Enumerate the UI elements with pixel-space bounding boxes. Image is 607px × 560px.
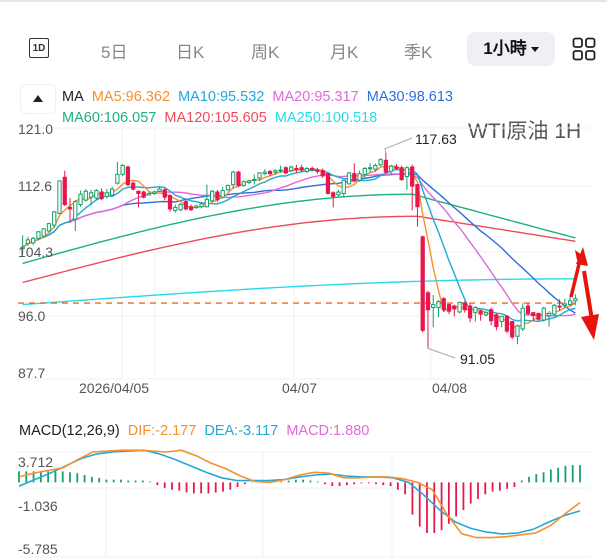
- price-tick: 112.6: [18, 178, 52, 194]
- grid-icon[interactable]: [572, 37, 596, 61]
- price-tick: 87.7: [18, 365, 46, 381]
- ma250-value: MA250:100.518: [274, 110, 378, 126]
- date-tick: 2026/04/05: [79, 380, 150, 396]
- ma120-value: MA120:105.605: [164, 110, 267, 126]
- tab-monthly[interactable]: 月K: [330, 43, 359, 62]
- ma20-value: MA20:95.317: [272, 89, 359, 105]
- macd-legend: MACD(12,26,9) DIF:-2.177 DEA:-3.117 MACD…: [19, 423, 369, 439]
- ma-label: MA: [62, 89, 84, 105]
- tab-1hour-dropdown[interactable]: 1小時: [467, 32, 555, 66]
- ma60-value: MA60:106.057: [62, 110, 157, 126]
- high-price-label: 117.63: [415, 131, 457, 147]
- triangle-up-icon: [33, 95, 43, 102]
- timeframe-tabs: 1D 5日 日K 周K 月K 季K 1小時: [0, 32, 607, 68]
- ma-legend-row2: MA60:106.057 MA120:105.605 MA250:100.518: [62, 110, 377, 126]
- date-tick: 04/07: [282, 380, 318, 396]
- status-divider: [0, 0, 607, 2]
- caret-down-icon: [530, 47, 539, 53]
- price-tick: 121.0: [18, 121, 54, 137]
- ma5-value: MA5:96.362: [91, 89, 171, 105]
- macd-chart: [18, 449, 581, 539]
- ma-legend-row1: MA MA5:96.362 MA10:95.532 MA20:95.317 MA…: [62, 89, 453, 105]
- low-price-label: 91.05: [460, 351, 496, 367]
- ma30-value: MA30:98.613: [366, 89, 453, 105]
- price-tick: 96.0: [18, 308, 46, 324]
- annotations: [384, 137, 599, 359]
- dea-value: DEA:-3.117: [204, 423, 279, 439]
- price-tick: 104.3: [18, 244, 54, 260]
- candlesticks: [20, 153, 578, 349]
- ma-lines: [18, 165, 578, 329]
- tab-1hour-label: 1小時: [483, 39, 527, 58]
- tab-quarterly[interactable]: 季K: [404, 43, 433, 62]
- chart-grid: [18, 127, 590, 558]
- macd-tick: 3.712: [18, 454, 54, 470]
- dif-value: DIF:-2.177: [127, 423, 197, 439]
- chart-title: WTI原油 1H: [468, 120, 582, 143]
- macd-value: MACD:1.880: [286, 423, 370, 439]
- macd-tick: -1.036: [18, 498, 58, 514]
- tab-weekly[interactable]: 周K: [251, 43, 280, 62]
- macd-tick: -5.785: [18, 541, 58, 557]
- tab-daily[interactable]: 日K: [176, 43, 205, 62]
- tab-intraday[interactable]: 1D: [29, 38, 49, 58]
- date-tick: 04/08: [432, 380, 468, 396]
- tab-5day[interactable]: 5日: [101, 43, 128, 62]
- ma-toggle-button[interactable]: [20, 84, 56, 114]
- ma10-value: MA10:95.532: [178, 89, 265, 105]
- macd-params: MACD(12,26,9): [19, 423, 120, 439]
